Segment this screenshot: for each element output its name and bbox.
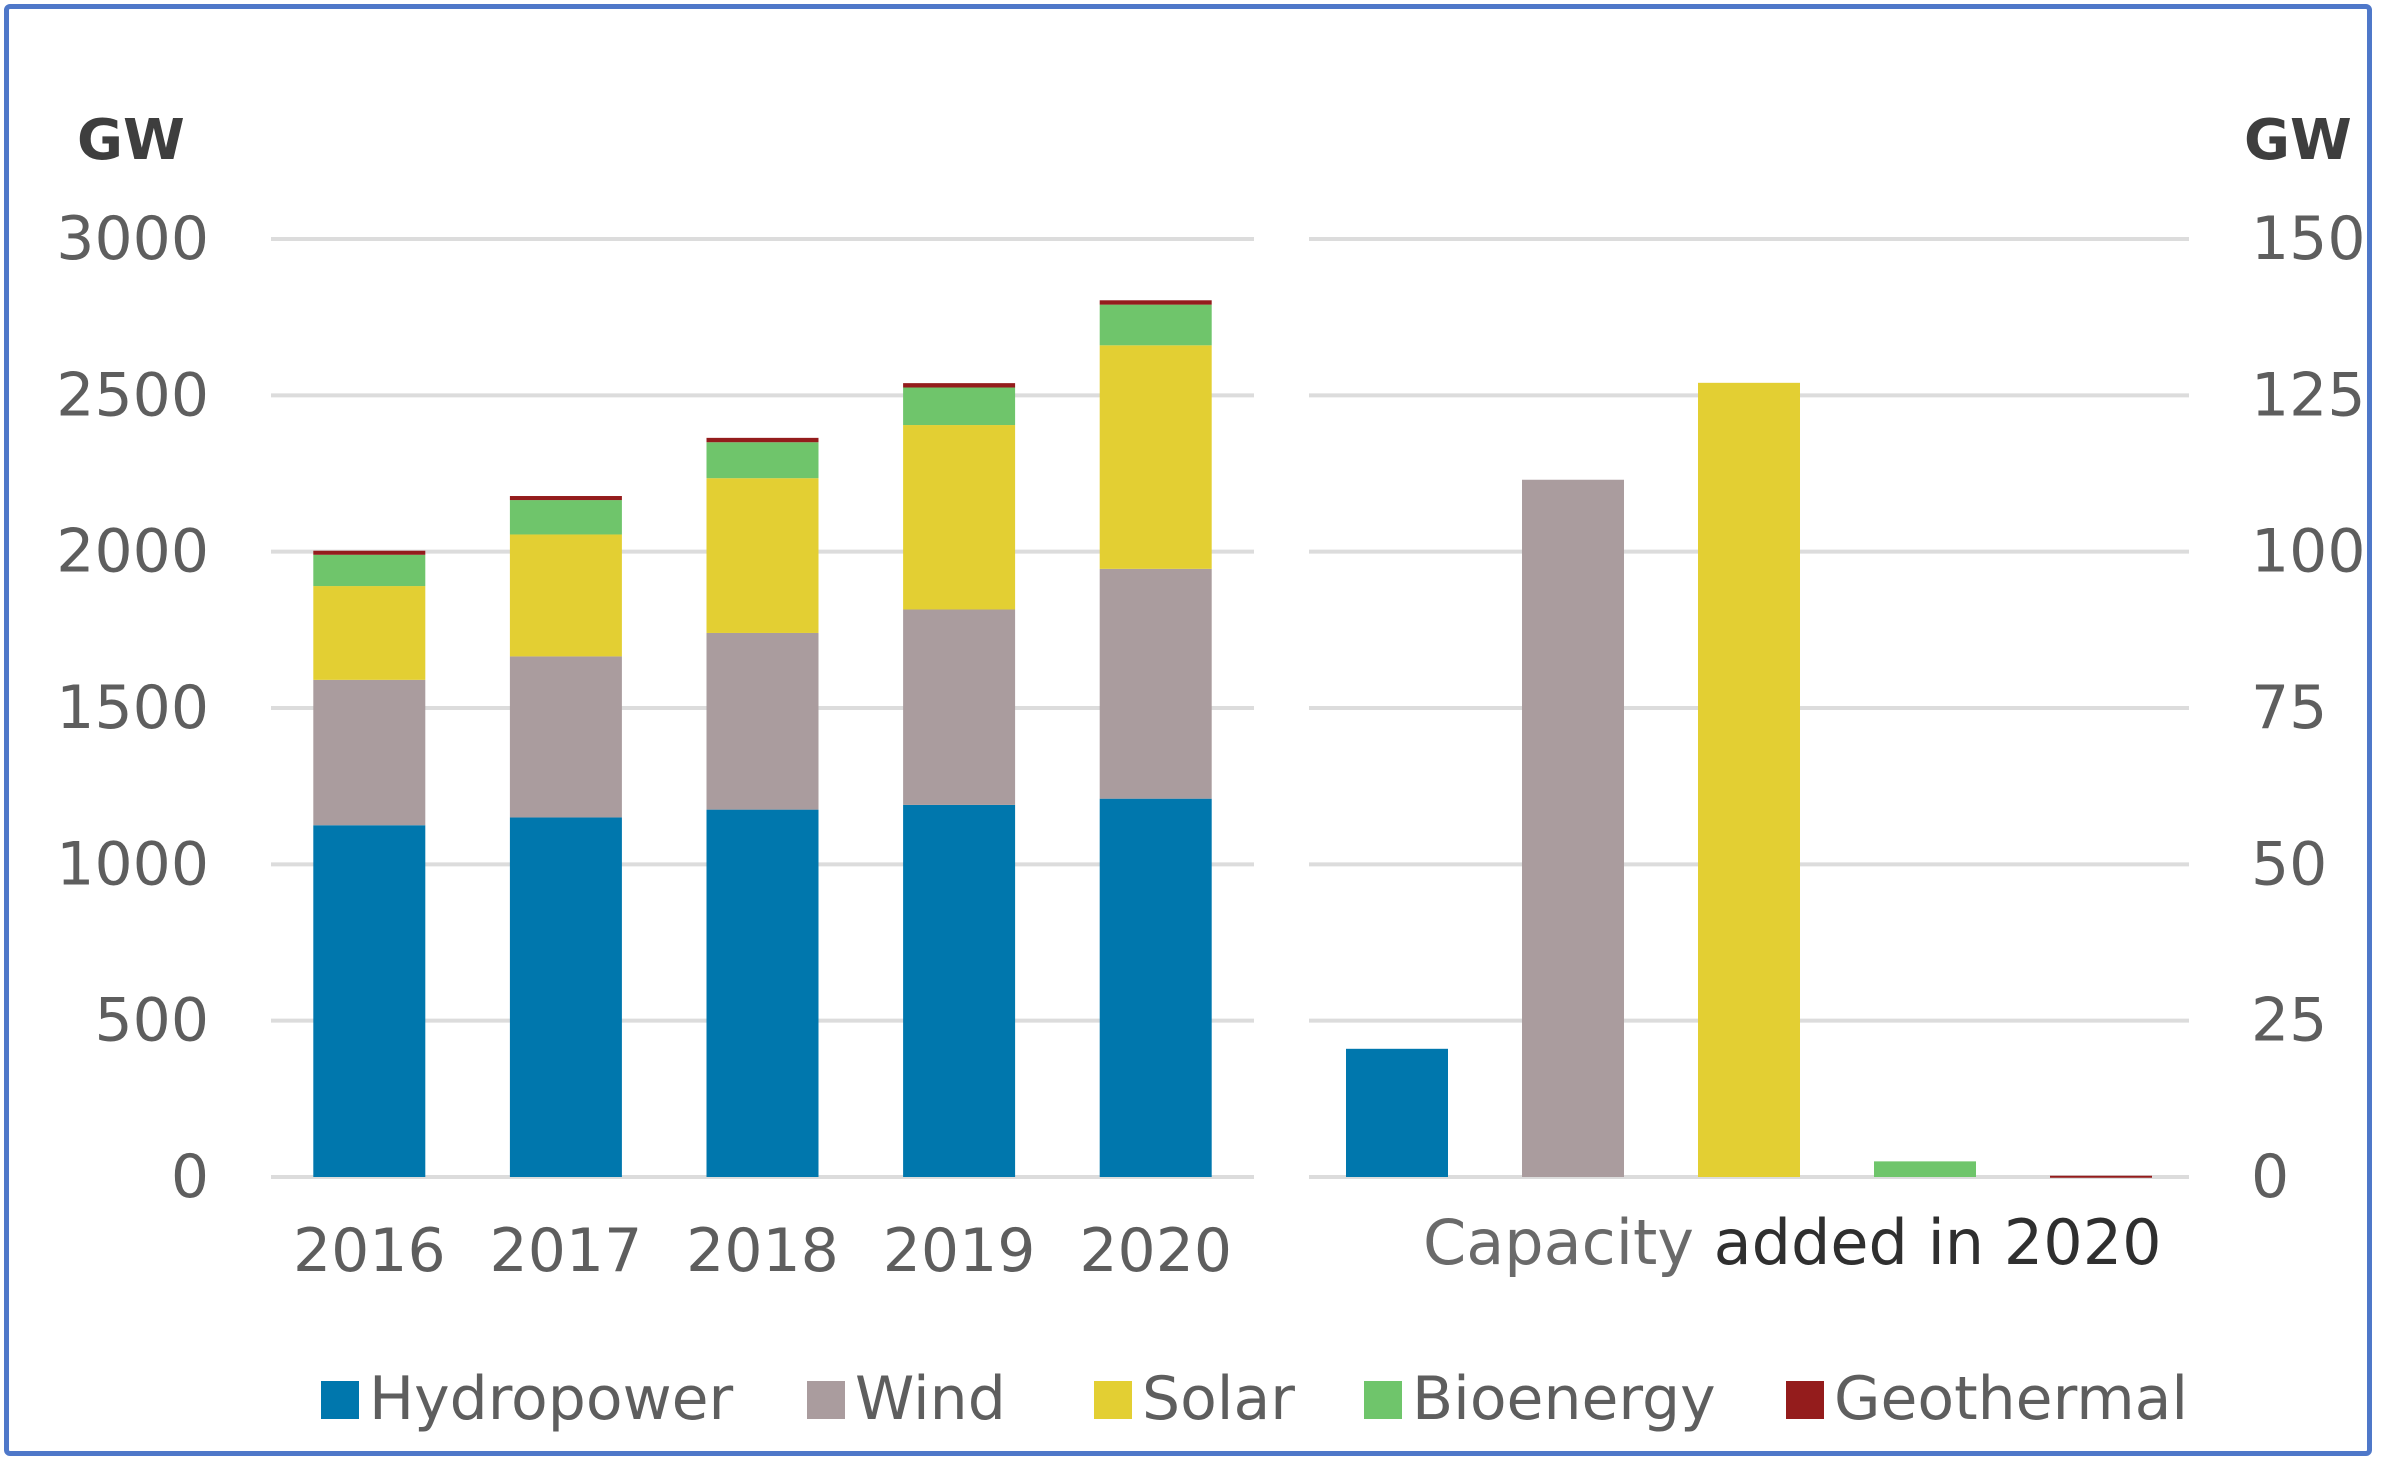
bar-hydropower-2018 [707,810,819,1177]
left-y-tick-label: 2000 [56,517,209,587]
bar-hydropower-2019 [903,805,1015,1177]
legend-label-bioenergy: Bioenergy [1412,1364,1716,1434]
left-y-unit: GW [77,108,185,173]
bar-geothermal-2020 [1100,300,1212,304]
left-y-ticks: 0 500 1000 1500 2000 2500 3000 [56,204,209,1212]
renewable-capacity-chart: GW GW 0 500 1000 1500 2000 2500 3000 0 25 50 75 10… [9,9,2381,1461]
legend-item-wind: Wind [807,1364,1006,1434]
legend-label-hydropower: Hydropower [369,1364,734,1434]
right-y-tick-label: 25 [2251,986,2327,1056]
bar-wind-2018 [707,633,819,810]
right-y-tick-label: 150 [2251,204,2366,274]
caption-part-1: Capacity [1423,1206,1714,1279]
added-bar-bioenergy [1874,1161,1976,1177]
bar-bioenergy-2019 [903,388,1015,426]
legend-swatch-geothermal [1786,1381,1824,1419]
left-y-tick-label: 1500 [56,673,209,743]
bar-hydropower-2017 [510,817,622,1177]
added-bar-hydropower [1346,1049,1448,1177]
x-tick-label: 2019 [883,1216,1036,1286]
right-y-unit: GW [2244,108,2352,173]
left-y-tick-label: 0 [171,1142,209,1212]
stacked-bars [313,300,1211,1177]
legend-swatch-bioenergy [1364,1381,1402,1419]
bar-bioenergy-2018 [707,442,819,478]
right-y-tick-label: 100 [2251,517,2366,587]
legend-item-solar: Solar [1094,1364,1295,1434]
legend-swatch-wind [807,1381,845,1419]
chart-frame: GW GW 0 500 1000 1500 2000 2500 3000 0 25 50 75 10… [4,4,2372,1456]
legend-item-bioenergy: Bioenergy [1364,1364,1716,1434]
bar-wind-2016 [313,680,425,825]
added-bar-solar [1698,383,1800,1177]
bar-geothermal-2019 [903,383,1015,387]
legend: Hydropower Wind Solar Bioenergy Geothermal [321,1364,2188,1434]
bar-bioenergy-2020 [1100,305,1212,346]
bar-hydropower-2016 [313,825,425,1177]
bar-geothermal-2018 [707,438,819,442]
bar-solar-2016 [313,586,425,680]
legend-label-wind: Wind [855,1364,1006,1434]
bar-wind-2017 [510,656,622,817]
right-y-tick-label: 50 [2251,829,2327,899]
added-capacity-bars [1346,383,2152,1178]
right-y-tick-label: 0 [2251,1142,2289,1212]
bar-geothermal-2017 [510,496,622,500]
right-x-caption: Capacity added in 2020 [1423,1206,2162,1279]
bar-wind-2019 [903,610,1015,805]
right-y-tick-label: 75 [2251,673,2327,743]
caption-part-2: added in 2020 [1714,1206,2162,1279]
left-y-tick-label: 500 [94,986,209,1056]
right-y-tick-label: 125 [2251,360,2366,430]
legend-label-geothermal: Geothermal [1834,1364,2188,1434]
bar-wind-2020 [1100,569,1212,799]
legend-swatch-hydropower [321,1381,359,1419]
x-tick-label: 2018 [686,1216,839,1286]
added-bar-wind [1522,480,1624,1177]
bar-solar-2020 [1100,345,1212,569]
legend-item-hydropower: Hydropower [321,1364,734,1434]
added-bar-geothermal [2050,1176,2152,1178]
bar-solar-2019 [903,425,1015,609]
x-tick-label: 2016 [293,1216,446,1286]
bar-bioenergy-2016 [313,555,425,586]
x-tick-label: 2020 [1079,1216,1232,1286]
bar-solar-2017 [510,534,622,656]
legend-label-solar: Solar [1142,1364,1295,1434]
left-x-ticks: 2016 2017 2018 2019 2020 [293,1216,1232,1286]
legend-item-geothermal: Geothermal [1786,1364,2188,1434]
bar-geothermal-2016 [313,551,425,555]
x-tick-label: 2017 [490,1216,643,1286]
legend-swatch-solar [1094,1381,1132,1419]
right-y-ticks: 0 25 50 75 100 125 150 [2251,204,2366,1212]
left-y-tick-label: 3000 [56,204,209,274]
bar-bioenergy-2017 [510,500,622,534]
bar-hydropower-2020 [1100,799,1212,1177]
left-y-tick-label: 1000 [56,829,209,899]
bar-solar-2018 [707,478,819,633]
left-y-tick-label: 2500 [56,360,209,430]
